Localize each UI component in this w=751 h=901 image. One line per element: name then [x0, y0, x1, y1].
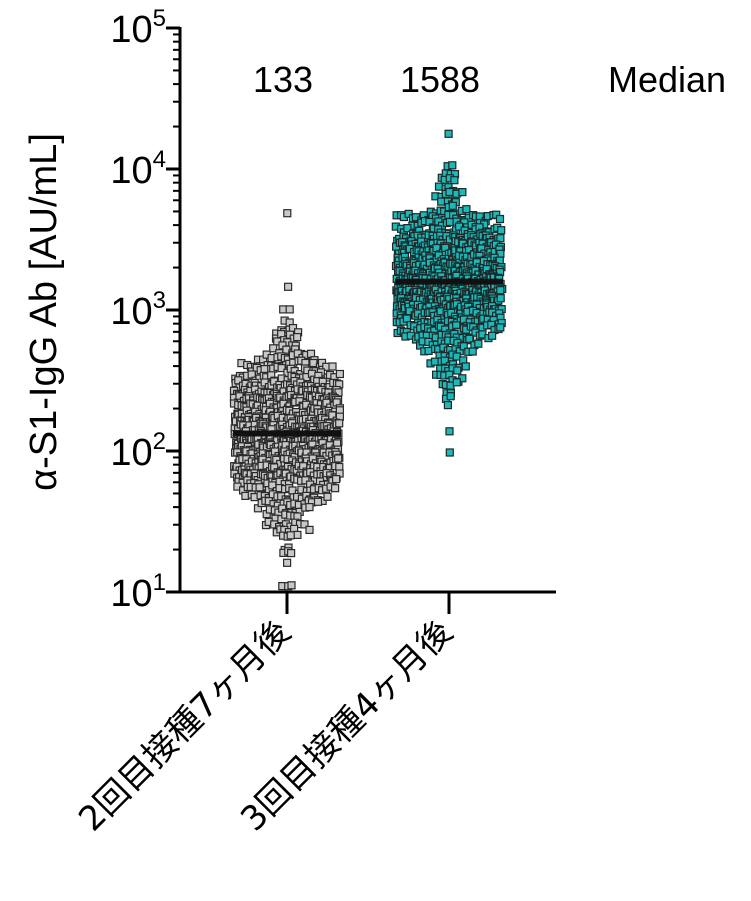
y-axis-minor-ticks	[173, 33, 180, 551]
data-point	[293, 333, 302, 342]
data-point	[332, 475, 341, 484]
data-point	[458, 188, 467, 197]
data-point	[488, 331, 497, 340]
data-point	[300, 520, 309, 529]
median-header: Median	[608, 59, 726, 100]
data-point	[313, 497, 323, 506]
data-point	[301, 476, 310, 485]
data-point	[277, 364, 286, 373]
axes	[166, 26, 556, 614]
median-label: 133	[253, 59, 313, 100]
data-point	[285, 305, 294, 314]
y-tick-exponent: 5	[153, 5, 166, 32]
y-tick-exponent: 3	[153, 287, 166, 314]
data-point	[495, 214, 505, 224]
data-point	[437, 197, 446, 206]
y-tick-exponent: 1	[153, 569, 166, 596]
data-point	[446, 392, 455, 401]
x-axis-ticks	[285, 592, 451, 614]
data-point	[444, 129, 453, 138]
data-point	[403, 224, 412, 233]
data-point	[305, 525, 314, 535]
data-point	[496, 286, 505, 295]
median-lines	[233, 278, 503, 437]
data-point	[496, 234, 505, 243]
data-point	[309, 358, 318, 368]
data-point	[453, 366, 462, 375]
data-point	[443, 401, 452, 410]
data-point	[434, 182, 444, 191]
data-point	[496, 323, 505, 332]
data-point	[452, 378, 461, 387]
data-point	[283, 558, 292, 567]
data-point	[448, 201, 457, 210]
y-tick-label: 102	[110, 428, 166, 474]
data-point	[462, 205, 471, 214]
data-point	[461, 362, 470, 371]
data-point	[283, 209, 292, 218]
data-point	[445, 217, 454, 227]
data-point	[286, 531, 295, 540]
y-tick-base: 10	[110, 432, 152, 474]
data-point	[269, 344, 278, 353]
data-point	[335, 369, 344, 379]
data-point	[284, 282, 293, 291]
data-point	[255, 483, 264, 492]
data-point	[334, 454, 343, 463]
data-point	[468, 347, 477, 356]
y-tick-exponent: 4	[153, 146, 166, 173]
data-point	[448, 161, 457, 170]
y-tick-base: 10	[110, 291, 152, 333]
data-point	[496, 294, 505, 303]
data-point	[287, 548, 296, 558]
data-point	[430, 357, 440, 366]
labels: α-S1-IgG Ab [AU/mL] Median 133 1588 1011…	[23, 5, 726, 839]
y-tick-base: 10	[110, 150, 152, 192]
data-point	[293, 530, 302, 540]
data-point	[328, 362, 337, 371]
y-tick-label: 101	[110, 569, 166, 615]
y-axis-major-ticks	[166, 26, 180, 594]
median-label: 1588	[400, 59, 480, 100]
data-point	[305, 503, 314, 512]
data-point	[465, 334, 474, 343]
y-tick-base: 10	[110, 9, 152, 51]
data-points	[229, 129, 507, 591]
data-point	[331, 484, 340, 493]
data-point	[450, 176, 459, 185]
y-tick-label: 105	[110, 5, 166, 51]
data-point	[260, 365, 269, 374]
y-tick-label: 104	[110, 146, 166, 192]
data-point	[474, 339, 483, 348]
y-axis-label: α-S1-IgG Ab [AU/mL]	[23, 133, 65, 491]
data-point	[445, 427, 454, 436]
data-point	[323, 492, 332, 501]
data-point	[459, 342, 468, 351]
y-tick-exponent: 2	[153, 428, 166, 455]
data-point	[287, 581, 296, 590]
y-tick-label: 103	[110, 287, 166, 333]
data-point	[445, 187, 454, 197]
data-point	[440, 356, 449, 365]
data-point	[497, 226, 506, 235]
y-tick-base: 10	[110, 573, 152, 615]
data-point	[445, 448, 454, 457]
data-point	[335, 419, 344, 428]
